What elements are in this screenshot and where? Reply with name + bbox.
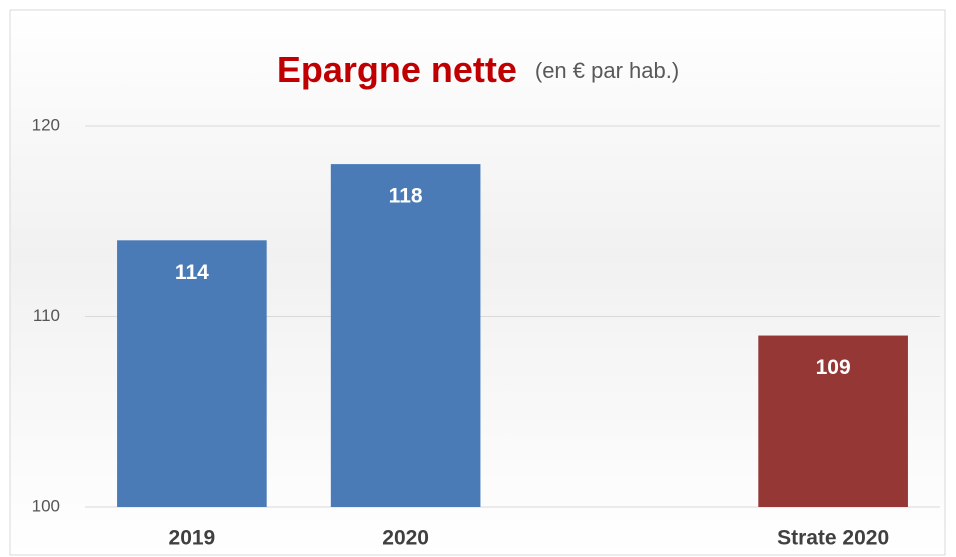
bar <box>758 335 908 507</box>
y-tick-label: 100 <box>32 496 60 515</box>
x-tick-label: Strate 2020 <box>777 527 889 550</box>
title-group: Epargne nette (en € par hab.) <box>277 49 679 90</box>
y-tick-label: 110 <box>33 306 60 325</box>
x-tick-label: 2020 <box>382 527 429 550</box>
x-tick-label: 2019 <box>169 527 216 550</box>
value-label: 118 <box>389 185 423 208</box>
chart-subtitle: (en € par hab.) <box>535 58 679 83</box>
value-label: 114 <box>175 261 209 284</box>
value-label: 109 <box>816 356 851 379</box>
y-tick-label: 120 <box>32 115 60 134</box>
bar <box>330 164 481 507</box>
bar <box>117 240 267 508</box>
chart-title: Epargne nette <box>277 49 517 90</box>
